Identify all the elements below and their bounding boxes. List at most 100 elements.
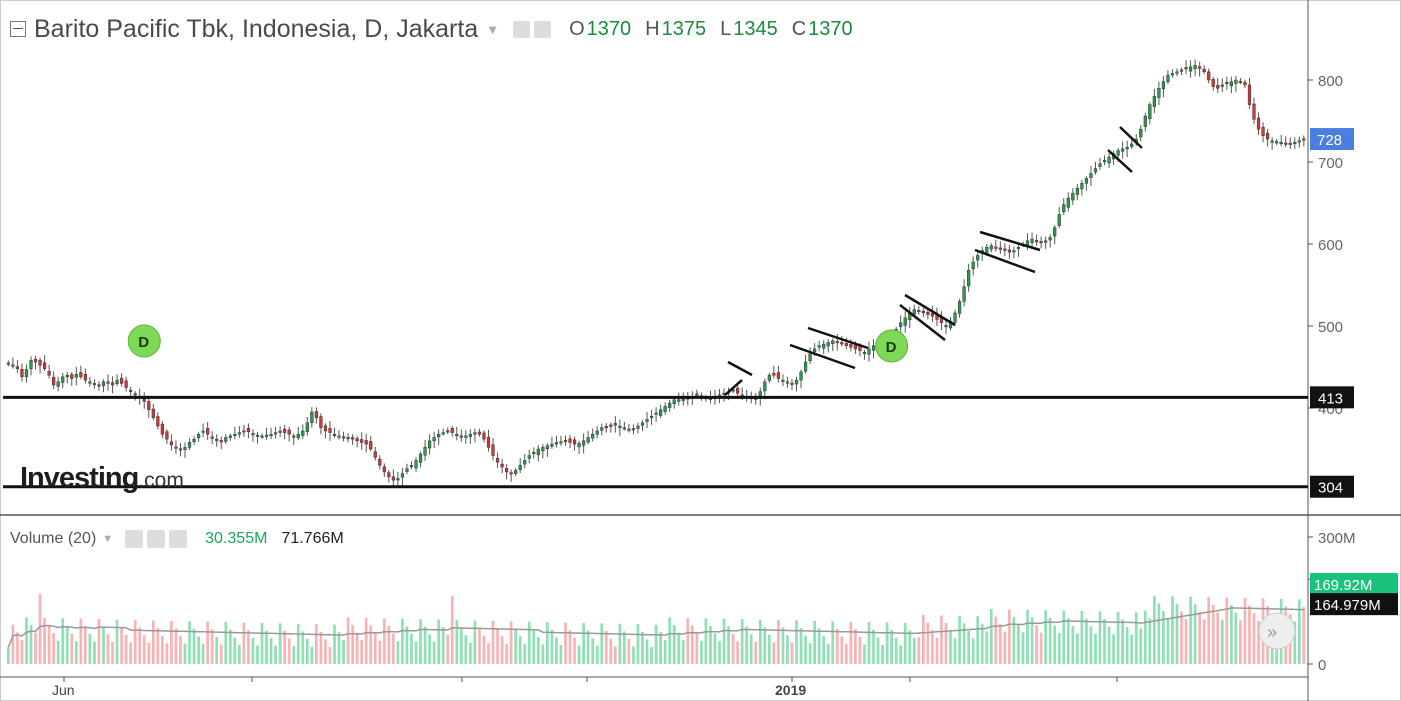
candle-body xyxy=(849,344,853,348)
candle-body xyxy=(944,325,948,328)
candle-body xyxy=(97,384,101,387)
candle-body xyxy=(178,448,183,451)
candle-body xyxy=(536,448,540,456)
candle-body xyxy=(957,301,962,314)
candle-body xyxy=(1048,237,1052,241)
volume-bar xyxy=(432,641,436,664)
candle-body xyxy=(11,364,15,367)
candle-body xyxy=(1179,69,1184,72)
scroll-latest-button[interactable] xyxy=(1258,612,1296,650)
volume-bar xyxy=(659,632,662,664)
level-label-304: 304 xyxy=(1318,480,1343,497)
volume-bar xyxy=(1030,617,1034,664)
candle-body xyxy=(124,380,128,388)
volume-bar xyxy=(1026,609,1029,664)
candle-body xyxy=(110,382,115,386)
candle-body xyxy=(808,353,812,362)
candle-body xyxy=(668,402,672,408)
volume-bar xyxy=(727,626,730,664)
candle-body xyxy=(514,470,518,474)
eye-icon[interactable] xyxy=(513,20,531,38)
candle-body xyxy=(47,371,51,376)
volume-bar xyxy=(446,634,450,664)
candle-body xyxy=(273,432,278,435)
trend-channel-line xyxy=(789,343,856,370)
volume-bar xyxy=(582,622,585,664)
candle-body xyxy=(495,457,500,463)
candle-body xyxy=(215,438,219,441)
trend-channel-line xyxy=(904,293,956,327)
volume-bar xyxy=(863,644,866,664)
collapse-icon[interactable] xyxy=(10,21,26,37)
candle-body xyxy=(423,447,427,456)
candle-body xyxy=(1193,64,1197,70)
volume-bar xyxy=(1243,597,1247,664)
volume-bar xyxy=(459,627,463,664)
volume-bar xyxy=(749,634,753,664)
chevron-down-icon[interactable]: ▼ xyxy=(486,21,500,37)
volume-bar xyxy=(976,616,980,664)
volume-tick-label: 0 xyxy=(1318,657,1326,674)
volume-bar xyxy=(1017,624,1020,664)
volume-bar xyxy=(799,628,803,664)
volume-bar xyxy=(364,617,368,664)
candle-body xyxy=(921,310,925,314)
candle-body xyxy=(1071,192,1075,201)
candle-body xyxy=(341,436,346,439)
candle-body xyxy=(785,381,790,384)
candle-body xyxy=(160,423,164,435)
candle-body xyxy=(826,342,830,347)
candle-body xyxy=(151,408,155,419)
candle-body xyxy=(450,428,454,433)
gear-icon[interactable] xyxy=(534,20,552,38)
volume-bar xyxy=(138,627,142,664)
eye-icon[interactable] xyxy=(125,530,144,548)
volume-bar xyxy=(496,628,499,664)
double-chevron-right-icon: » xyxy=(1267,622,1277,642)
gear-icon[interactable] xyxy=(147,530,166,548)
volume-bar xyxy=(315,624,318,664)
volume-bar xyxy=(147,642,151,664)
candle-body xyxy=(387,472,391,478)
volume-bar xyxy=(1220,619,1224,664)
candle-body xyxy=(1198,66,1202,69)
volume-bar xyxy=(233,637,237,664)
volume-bar xyxy=(962,623,966,664)
volume-bar xyxy=(392,633,395,664)
ohlc-high: H 1375 xyxy=(645,17,707,40)
volume-bar xyxy=(305,639,309,664)
candle-body xyxy=(364,440,368,445)
candle-body xyxy=(142,398,146,402)
candle-body xyxy=(976,255,980,261)
volume-bar xyxy=(618,623,622,664)
symbol-title[interactable]: Barito Pacific Tbk, Indonesia, D, Jakart… xyxy=(34,14,479,43)
candle-body xyxy=(840,342,844,345)
volume-bar xyxy=(591,638,595,664)
volume-bar xyxy=(161,635,164,664)
volume-bar xyxy=(29,625,33,664)
volume-bar xyxy=(1039,632,1043,664)
volume-bar xyxy=(360,640,364,664)
candle-body xyxy=(129,389,133,392)
candle-body xyxy=(967,269,971,287)
volume-label-bg xyxy=(1310,573,1398,596)
volume-bar xyxy=(564,622,567,664)
volume-bar xyxy=(926,622,930,664)
volume-bar xyxy=(133,619,137,664)
candle-body xyxy=(989,245,993,250)
volume-bar xyxy=(215,636,219,664)
candle-body xyxy=(337,435,341,438)
volume-title[interactable]: Volume (20) xyxy=(10,530,97,547)
chevron-down-icon[interactable]: ▼ xyxy=(102,533,114,545)
candle-body xyxy=(563,440,568,443)
volume-bar xyxy=(1225,597,1229,664)
candle-body xyxy=(79,372,83,378)
candle-body xyxy=(523,460,527,465)
volume-bar xyxy=(1207,597,1211,664)
candle-body xyxy=(169,441,174,446)
close-icon[interactable] xyxy=(169,530,188,548)
candle-body xyxy=(1039,241,1043,244)
candle-body xyxy=(1234,79,1238,84)
volume-bar xyxy=(265,630,268,664)
